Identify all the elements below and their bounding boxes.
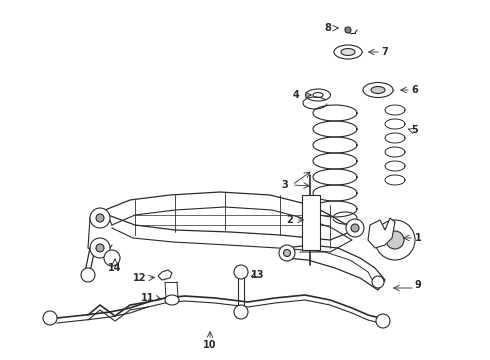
Ellipse shape (313, 93, 323, 98)
Ellipse shape (363, 82, 393, 98)
Bar (302, 195, 320, 250)
Text: 9: 9 (415, 280, 421, 290)
Text: 2: 2 (287, 215, 294, 225)
Polygon shape (368, 218, 395, 248)
Text: 4: 4 (293, 90, 299, 100)
Circle shape (345, 27, 351, 33)
Circle shape (234, 305, 248, 319)
Circle shape (234, 265, 248, 279)
Text: 3: 3 (282, 180, 289, 190)
Text: 14: 14 (108, 263, 122, 273)
Circle shape (375, 220, 415, 260)
Circle shape (279, 245, 295, 261)
Circle shape (386, 231, 404, 249)
Circle shape (376, 314, 390, 328)
Text: 11: 11 (141, 293, 155, 303)
Circle shape (96, 244, 104, 252)
Circle shape (81, 268, 95, 282)
Circle shape (90, 208, 110, 228)
Text: 5: 5 (412, 125, 418, 135)
Text: 13: 13 (251, 270, 265, 280)
Text: 10: 10 (203, 340, 217, 350)
Ellipse shape (371, 86, 385, 94)
Ellipse shape (165, 295, 179, 305)
Circle shape (90, 238, 110, 258)
Polygon shape (158, 270, 172, 280)
Text: 6: 6 (412, 85, 418, 95)
Text: 1: 1 (415, 233, 421, 243)
Text: 8: 8 (324, 23, 331, 33)
Circle shape (104, 250, 120, 266)
Text: 12: 12 (133, 273, 147, 283)
Circle shape (346, 219, 364, 237)
Circle shape (351, 224, 359, 232)
Ellipse shape (305, 89, 330, 101)
Ellipse shape (341, 49, 355, 55)
Ellipse shape (334, 45, 362, 59)
Circle shape (372, 276, 384, 288)
Text: 7: 7 (382, 47, 389, 57)
Circle shape (43, 311, 57, 325)
Circle shape (96, 214, 104, 222)
Circle shape (284, 249, 291, 256)
